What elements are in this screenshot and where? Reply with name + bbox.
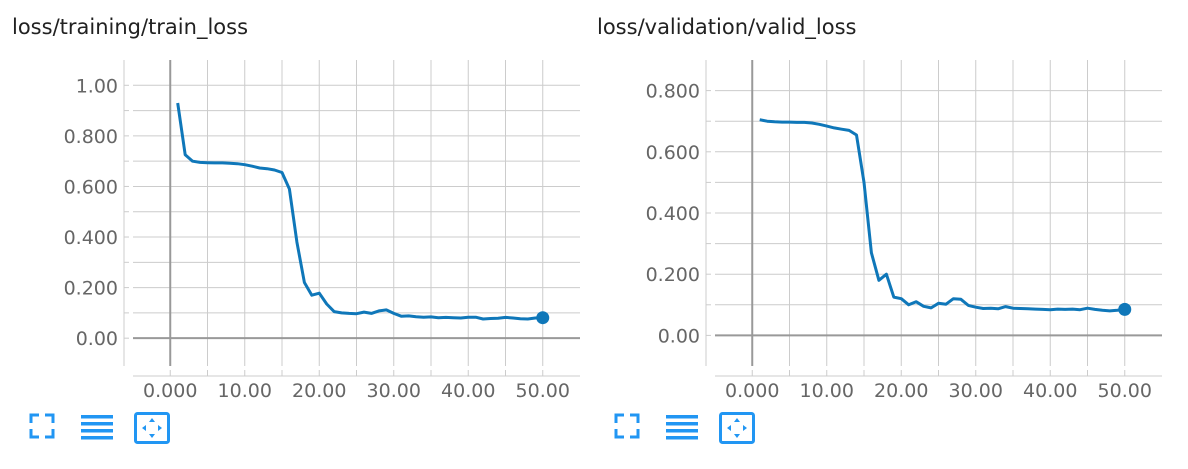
fullscreen-button[interactable] — [613, 412, 651, 450]
fullscreen-button[interactable] — [28, 412, 66, 450]
x-tick-label: 20.00 — [874, 380, 928, 402]
chart-title: loss/validation/valid_loss — [597, 15, 857, 39]
y-tick-label: 0.600 — [646, 142, 700, 164]
y-tick-label: 0.600 — [64, 176, 118, 198]
fit-domain-icon — [134, 412, 170, 444]
toggle-log-scale-button[interactable] — [665, 412, 703, 450]
chart-title: loss/training/train_loss — [12, 15, 249, 39]
y-tick-label: 0.400 — [646, 203, 700, 225]
x-tick-label: 50.00 — [516, 380, 570, 402]
x-tick-label: 20.00 — [292, 380, 346, 402]
x-tick-label: 30.00 — [367, 380, 421, 402]
toggle-log-scale-button[interactable] — [80, 412, 118, 450]
fit-domain-button[interactable] — [134, 412, 172, 450]
series-line — [759, 118, 1125, 313]
y-tick-label: 0.00 — [658, 325, 700, 347]
y-tick-label: 0.00 — [76, 328, 118, 350]
fullscreen-icon — [614, 413, 640, 439]
valid-loss-plot[interactable]: 0.000 10.00 20.00 30.00 40.00 50.00 0.00 0.200 0… — [585, 0, 1165, 410]
y-tick-label: 0.200 — [646, 264, 700, 286]
x-tick-label: 10.00 — [218, 380, 272, 402]
x-tick-label: 50.00 — [1098, 380, 1152, 402]
x-tick-label: 0.000 — [143, 380, 197, 402]
list-icon — [81, 415, 113, 440]
y-tick-label: 0.800 — [646, 81, 700, 103]
y-tick-label: 0.200 — [64, 278, 118, 300]
x-tick-label: 10.00 — [800, 380, 854, 402]
train-loss-plot[interactable]: 0.000 10.00 20.00 30.00 40.00 50.00 0.00 0.200 0… — [0, 0, 580, 410]
x-tick-label: 30.00 — [949, 380, 1003, 402]
y-tick-label: 0.400 — [64, 227, 118, 249]
series-line — [176, 102, 543, 321]
x-tick-label: 40.00 — [441, 380, 495, 402]
y-tick-label: 1.00 — [76, 75, 118, 97]
x-tick-label: 0.000 — [725, 380, 779, 402]
chart-panel-valid-loss: loss/validation/valid_loss 0.000 10.00 20.… — [585, 0, 1165, 469]
y-tick-label: 0.800 — [64, 126, 118, 148]
fit-domain-button[interactable] — [719, 412, 757, 450]
list-icon — [666, 415, 698, 440]
fullscreen-icon — [29, 413, 55, 439]
chart-panel-train-loss: loss/training/train_loss 0.000 10.00 20.00… — [0, 0, 580, 469]
fit-domain-icon — [719, 412, 755, 444]
last-point-marker — [536, 311, 550, 325]
x-tick-label: 40.00 — [1023, 380, 1077, 402]
last-point-marker — [1118, 302, 1132, 316]
